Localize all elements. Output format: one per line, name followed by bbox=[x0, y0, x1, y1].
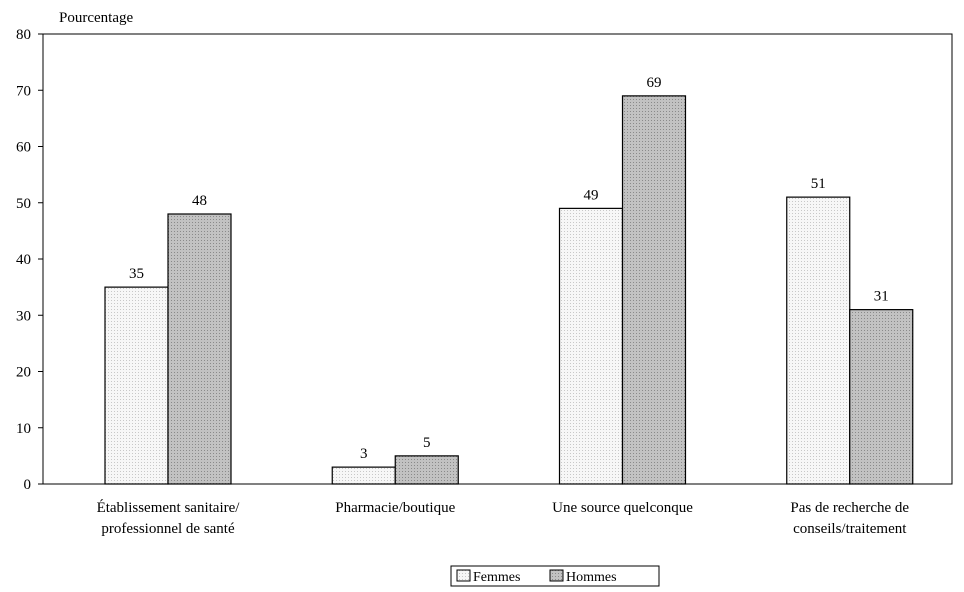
category-label-1: Pharmacie/boutique bbox=[335, 500, 455, 516]
bar-femmes-1 bbox=[331, 466, 396, 485]
data-label-femmes-3: 51 bbox=[811, 176, 826, 192]
y-tick-label: 30 bbox=[16, 308, 31, 324]
category-label-line: Pas de recherche de bbox=[790, 500, 909, 516]
category-label-line: Établissement sanitaire/ bbox=[97, 499, 241, 516]
data-label-hommes-1: 5 bbox=[423, 435, 431, 451]
legend-swatch-hommes bbox=[549, 569, 564, 582]
category-label-2: Une source quelconque bbox=[552, 500, 693, 516]
bar-hommes-3 bbox=[849, 309, 914, 485]
bar-femmes-2 bbox=[558, 207, 624, 485]
bar-hommes-2 bbox=[621, 95, 687, 485]
bar-femmes-0 bbox=[104, 286, 169, 485]
legend-swatch-femmes bbox=[456, 569, 471, 582]
y-tick-label: 80 bbox=[16, 27, 31, 43]
data-label-hommes-3: 31 bbox=[874, 289, 889, 305]
category-label-3: Pas de recherche de conseils/traitement bbox=[790, 500, 909, 537]
category-label-line: Pharmacie/boutique bbox=[335, 500, 455, 516]
data-label-hommes-2: 69 bbox=[647, 75, 662, 91]
bar-hommes-0 bbox=[167, 213, 232, 485]
category-label-line: conseils/traitement bbox=[793, 521, 907, 537]
bar-hommes-1 bbox=[394, 455, 459, 485]
y-axis-label: Pourcentage bbox=[59, 10, 133, 26]
legend-label-femmes: Femmes bbox=[473, 570, 520, 585]
data-label-hommes-0: 48 bbox=[192, 193, 207, 209]
data-label-femmes-0: 35 bbox=[129, 266, 144, 282]
category-label-0: Établissement sanitaire/professionnel de… bbox=[97, 499, 241, 537]
legend-label-hommes: Hommes bbox=[566, 570, 617, 585]
data-label-femmes-2: 49 bbox=[584, 187, 599, 203]
y-tick-label: 0 bbox=[24, 477, 32, 493]
y-tick-label: 10 bbox=[16, 421, 31, 437]
bar-femmes-3 bbox=[786, 196, 851, 485]
y-tick-label: 60 bbox=[16, 140, 31, 156]
y-tick-label: 50 bbox=[16, 196, 31, 212]
data-label-femmes-1: 3 bbox=[360, 446, 368, 462]
y-tick-label: 40 bbox=[16, 252, 31, 268]
category-label-line: professionnel de santé bbox=[101, 521, 235, 537]
category-label-line: Une source quelconque bbox=[552, 500, 693, 516]
y-tick-label: 20 bbox=[16, 365, 31, 381]
y-tick-label: 70 bbox=[16, 83, 31, 99]
